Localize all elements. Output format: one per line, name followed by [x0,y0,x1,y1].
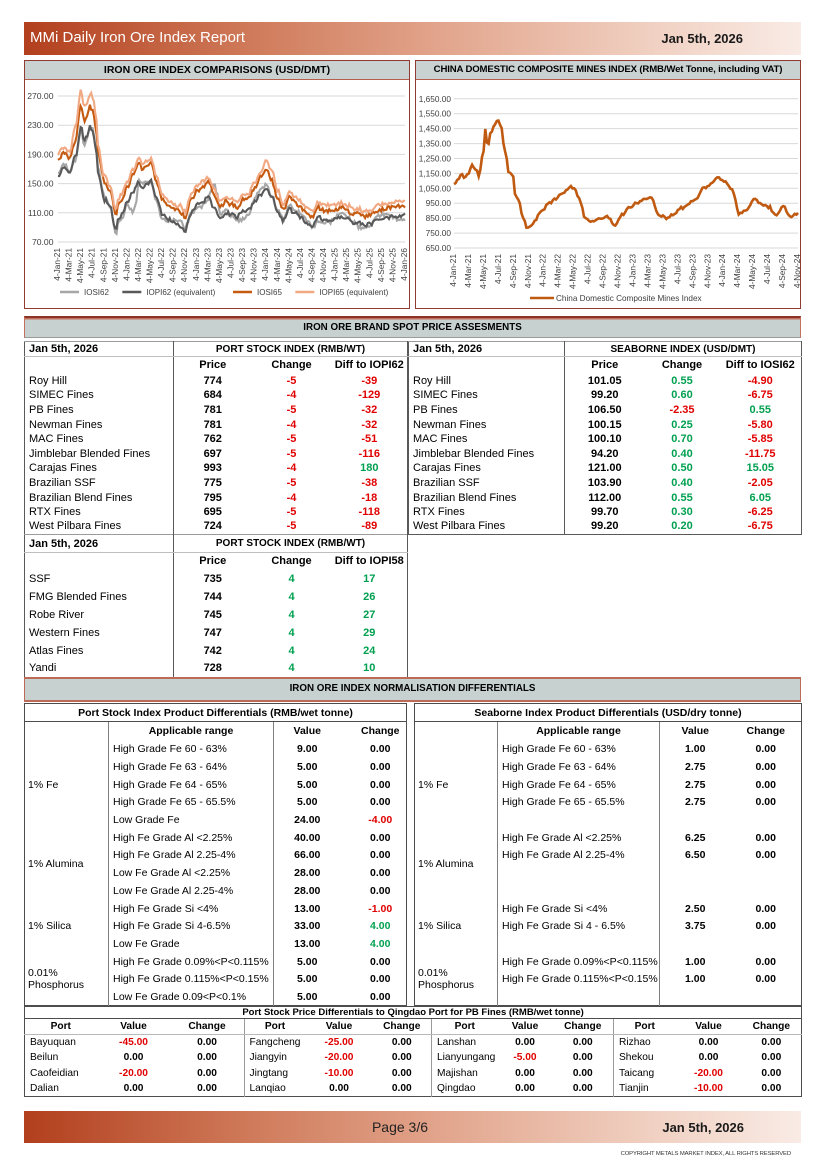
svg-text:IOSI65: IOSI65 [257,287,282,296]
svg-text:1,250.00: 1,250.00 [419,153,452,163]
svg-text:230.00: 230.00 [27,120,54,130]
svg-text:1,350.00: 1,350.00 [419,138,452,148]
svg-text:4-Mar-24: 4-Mar-24 [272,247,282,281]
svg-text:4-Jan-26: 4-Jan-26 [399,247,408,280]
svg-text:4-May-23: 4-May-23 [657,253,667,288]
svg-text:4-Nov-23: 4-Nov-23 [702,253,712,288]
svg-text:4-Jul-23: 4-Jul-23 [226,247,236,277]
svg-text:4-Mar-22: 4-Mar-22 [133,247,143,281]
svg-text:4-Nov-21: 4-Nov-21 [523,253,533,288]
svg-text:150.00: 150.00 [27,178,54,188]
svg-text:4-May-21: 4-May-21 [478,253,488,288]
svg-text:4-Sep-23: 4-Sep-23 [687,253,697,288]
svg-text:4-Jul-25: 4-Jul-25 [364,247,374,277]
svg-text:4-Jan-24: 4-Jan-24 [260,247,270,280]
svg-text:4-May-22: 4-May-22 [145,247,155,282]
svg-text:China Domestic Composite Mines: China Domestic Composite Mines Index [556,294,702,303]
svg-text:4-Sep-21: 4-Sep-21 [98,247,108,282]
svg-text:4-Jul-22: 4-Jul-22 [156,247,166,277]
svg-text:4-Jan-22: 4-Jan-22 [121,247,131,280]
svg-text:1,550.00: 1,550.00 [419,108,452,118]
svg-text:4-Nov-22: 4-Nov-22 [613,253,623,288]
svg-text:4-Jul-21: 4-Jul-21 [493,253,503,283]
svg-text:4-Jan-21: 4-Jan-21 [448,253,458,286]
svg-text:4-Jul-22: 4-Jul-22 [583,253,593,283]
svg-text:4-Jan-24: 4-Jan-24 [717,253,727,286]
svg-text:650.00: 650.00 [426,243,452,253]
svg-text:IOPI62 (equivalent): IOPI62 (equivalent) [146,287,215,296]
svg-text:4-Mar-22: 4-Mar-22 [553,253,563,287]
svg-text:750.00: 750.00 [426,228,452,238]
svg-text:4-Jan-22: 4-Jan-22 [538,253,548,286]
svg-text:4-Jan-25: 4-Jan-25 [330,247,340,280]
svg-text:4-Jul-23: 4-Jul-23 [672,253,682,283]
svg-text:IOPI65 (equivalent): IOPI65 (equivalent) [319,287,388,296]
svg-text:4-May-24: 4-May-24 [283,247,293,282]
svg-text:4-Jan-21: 4-Jan-21 [52,247,62,280]
svg-text:70.00: 70.00 [32,237,54,247]
svg-text:4-May-24: 4-May-24 [747,253,757,288]
svg-text:4-Mar-25: 4-Mar-25 [341,247,351,281]
svg-text:4-Nov-21: 4-Nov-21 [110,247,120,282]
svg-text:4-Jan-23: 4-Jan-23 [191,247,201,280]
svg-text:850.00: 850.00 [426,213,452,223]
svg-text:190.00: 190.00 [27,149,54,159]
svg-text:110.00: 110.00 [28,207,54,217]
svg-text:IOSI62: IOSI62 [84,287,109,296]
svg-text:4-Sep-23: 4-Sep-23 [237,247,247,282]
svg-text:4-Nov-24: 4-Nov-24 [318,247,328,282]
svg-text:4-May-25: 4-May-25 [353,247,363,282]
svg-text:4-Jan-23: 4-Jan-23 [628,253,638,286]
svg-text:4-Sep-24: 4-Sep-24 [777,253,787,288]
svg-text:1,650.00: 1,650.00 [419,93,452,103]
svg-text:4-Sep-24: 4-Sep-24 [307,247,317,282]
svg-text:4-Jul-24: 4-Jul-24 [295,247,305,277]
svg-text:4-Nov-24: 4-Nov-24 [792,253,801,288]
svg-text:1,450.00: 1,450.00 [419,123,452,133]
svg-text:4-Sep-22: 4-Sep-22 [168,247,178,282]
svg-text:4-Nov-25: 4-Nov-25 [387,247,397,282]
svg-text:1,150.00: 1,150.00 [419,168,452,178]
svg-text:4-May-22: 4-May-22 [568,253,578,288]
svg-text:4-Sep-25: 4-Sep-25 [376,247,386,282]
svg-text:1,050.00: 1,050.00 [419,183,452,193]
svg-text:4-Mar-21: 4-Mar-21 [463,253,473,287]
svg-text:4-May-21: 4-May-21 [75,247,85,282]
svg-text:4-Nov-23: 4-Nov-23 [249,247,259,282]
svg-text:4-May-23: 4-May-23 [214,247,224,282]
svg-text:4-Sep-22: 4-Sep-22 [598,253,608,288]
svg-text:4-Mar-23: 4-Mar-23 [202,247,212,281]
svg-text:270.00: 270.00 [27,91,54,101]
svg-text:4-Sep-21: 4-Sep-21 [508,253,518,288]
svg-text:4-Mar-23: 4-Mar-23 [642,253,652,287]
svg-text:4-Mar-21: 4-Mar-21 [64,247,74,281]
svg-text:4-Mar-24: 4-Mar-24 [732,253,742,287]
svg-text:4-Nov-22: 4-Nov-22 [179,247,189,282]
svg-text:4-Jul-21: 4-Jul-21 [87,247,97,277]
svg-text:4-Jul-24: 4-Jul-24 [762,253,772,283]
svg-text:950.00: 950.00 [426,198,452,208]
